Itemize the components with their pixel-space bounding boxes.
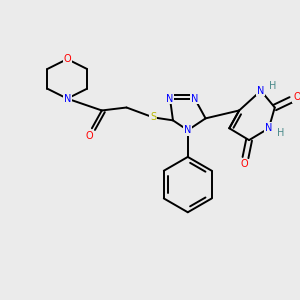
Text: N: N (64, 94, 71, 103)
Text: H: H (277, 128, 284, 138)
Text: N: N (184, 125, 191, 135)
Text: N: N (166, 94, 174, 103)
Text: S: S (150, 112, 156, 122)
Text: N: N (257, 86, 265, 96)
Text: N: N (265, 123, 272, 133)
Text: O: O (293, 92, 300, 102)
Text: H: H (269, 81, 277, 91)
Text: N: N (191, 94, 198, 103)
Text: O: O (85, 131, 93, 141)
Text: O: O (240, 159, 248, 169)
Text: O: O (63, 54, 71, 64)
